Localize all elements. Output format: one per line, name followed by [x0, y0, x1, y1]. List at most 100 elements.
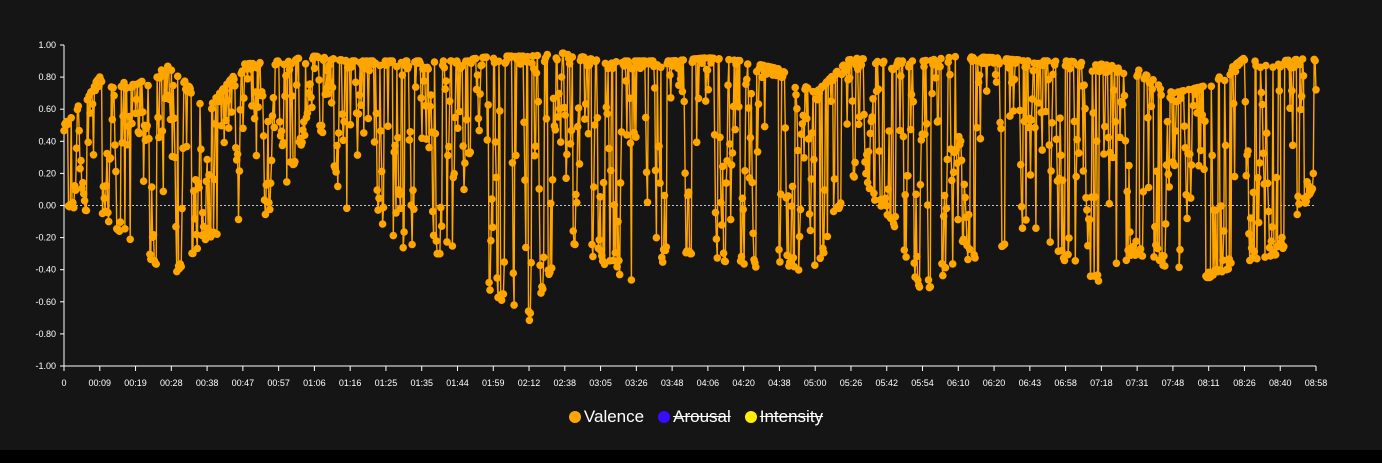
- valence-point: [525, 316, 534, 325]
- valence-point: [726, 215, 735, 224]
- valence-point: [357, 101, 365, 109]
- valence-point: [424, 65, 433, 73]
- valence-point: [488, 195, 496, 203]
- valence-point: [783, 251, 791, 260]
- valence-point: [1189, 101, 1198, 110]
- valence-point: [1149, 76, 1157, 84]
- valence-point: [592, 56, 601, 64]
- valence-point: [566, 140, 575, 148]
- valence-point: [542, 114, 551, 123]
- valence-point: [916, 180, 925, 189]
- valence-point: [404, 62, 413, 70]
- valence-point: [377, 127, 385, 135]
- valence-point: [793, 104, 801, 113]
- valence-point: [343, 204, 351, 213]
- valence-point: [1136, 245, 1145, 253]
- y-tick-label: -0.40: [35, 265, 56, 275]
- valence-point: [996, 118, 1004, 127]
- valence-point: [378, 220, 387, 228]
- valence-point: [277, 127, 286, 136]
- valence-point: [395, 190, 404, 199]
- legend-item-valence[interactable]: Valence: [568, 407, 645, 427]
- valence-point: [282, 71, 290, 80]
- valence-point: [948, 260, 957, 268]
- valence-point: [1208, 151, 1216, 160]
- valence-point: [475, 126, 484, 135]
- valence-point: [704, 85, 713, 94]
- valence-point: [132, 95, 141, 104]
- valence-point: [283, 178, 291, 186]
- valence-point: [1057, 151, 1065, 160]
- valence-point: [891, 212, 900, 221]
- valence-point: [222, 116, 230, 125]
- valence-point: [738, 194, 747, 203]
- valence-point: [308, 103, 316, 112]
- legend-label-intensity: Intensity: [759, 407, 824, 426]
- x-tick-label: 07:18: [1090, 378, 1113, 388]
- valence-point: [605, 144, 613, 153]
- valence-point: [884, 185, 892, 193]
- valence-point: [1153, 244, 1162, 253]
- valence-point: [906, 125, 915, 134]
- valence-point: [1047, 167, 1055, 175]
- valence-point: [964, 255, 972, 264]
- valence-point: [234, 215, 243, 224]
- valence-point: [1230, 172, 1239, 181]
- legend-item-intensity[interactable]: Intensity: [744, 407, 824, 427]
- valence-point: [904, 172, 912, 180]
- legend-label-valence: Valence: [583, 407, 645, 426]
- valence-point: [737, 252, 746, 261]
- valence-point: [553, 56, 561, 64]
- valence-point: [420, 77, 428, 85]
- valence-point: [1163, 117, 1172, 126]
- valence-point: [740, 260, 748, 268]
- valence-point: [616, 179, 625, 187]
- legend-item-arousal[interactable]: Arousal: [658, 407, 731, 427]
- valence-point: [364, 114, 373, 123]
- valence-point: [974, 78, 983, 86]
- valence-point: [1016, 160, 1025, 169]
- valence-point: [138, 77, 146, 86]
- valence-point: [1116, 133, 1124, 142]
- valence-point: [1280, 242, 1288, 251]
- valence-point: [922, 56, 930, 65]
- valence-point: [187, 89, 195, 97]
- valence-point: [897, 72, 905, 80]
- valence-point: [1288, 141, 1297, 150]
- valence-point: [461, 159, 469, 167]
- valence-point: [803, 114, 811, 123]
- valence-point: [1151, 223, 1159, 231]
- valence-point: [1041, 107, 1050, 116]
- valence-point: [808, 129, 816, 137]
- valence-point: [711, 208, 720, 217]
- valence-point: [499, 290, 508, 298]
- valence-point: [1088, 67, 1097, 75]
- valence-point: [1268, 223, 1276, 231]
- valence-point: [956, 137, 965, 145]
- valence-point: [527, 258, 535, 267]
- valence-point: [1049, 70, 1057, 79]
- valence-point: [1221, 141, 1230, 150]
- y-tick-label: -0.20: [35, 233, 56, 243]
- valence-point: [171, 153, 179, 162]
- valence-point: [425, 143, 433, 152]
- valence-point: [1100, 150, 1108, 158]
- valence-point: [861, 158, 869, 166]
- valence-point: [121, 225, 129, 233]
- valence-point: [63, 120, 72, 129]
- valence-point: [961, 193, 969, 202]
- valence-point: [1029, 66, 1037, 75]
- legend-label-arousal: Arousal: [673, 407, 731, 426]
- valence-point: [722, 179, 730, 187]
- x-tick-label: 08:40: [1269, 378, 1292, 388]
- valence-point: [1122, 256, 1131, 265]
- valence-point: [451, 113, 459, 122]
- valence-point: [193, 244, 202, 253]
- valence-point: [741, 167, 749, 175]
- valence-point: [365, 66, 374, 75]
- valence-point: [1056, 114, 1064, 122]
- valence-point: [713, 254, 722, 262]
- valence-point: [493, 274, 501, 282]
- valence-point: [1138, 252, 1147, 260]
- valence-point: [1267, 237, 1276, 245]
